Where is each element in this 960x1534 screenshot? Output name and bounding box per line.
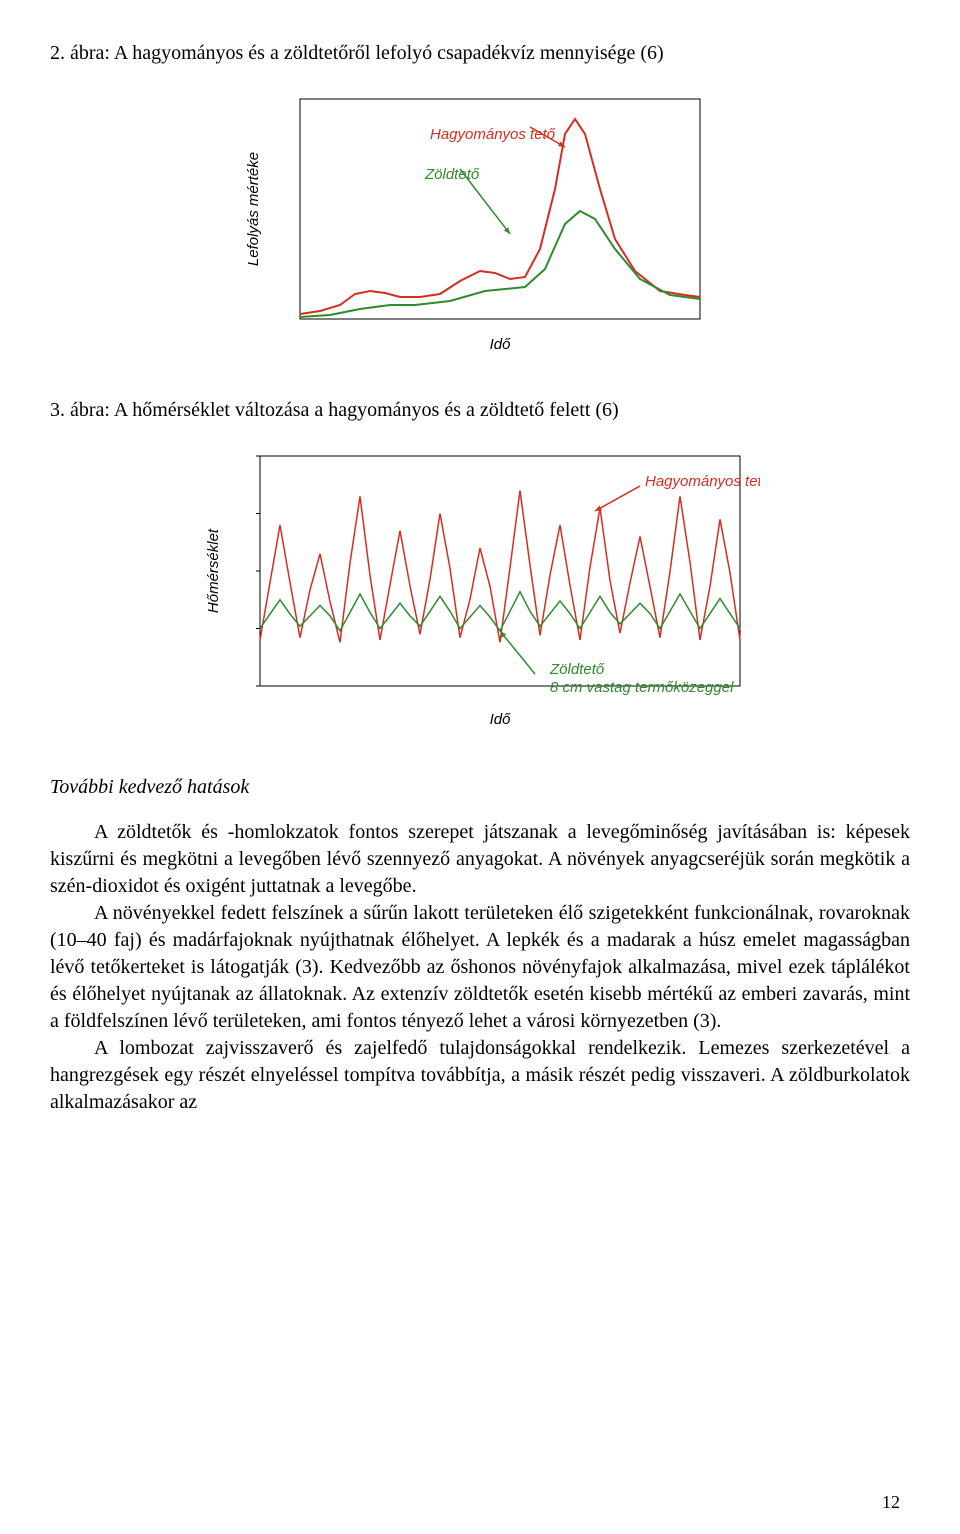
fig2-chart: Lefolyás mértéke Idő Hagyományos tető Zöldt…: [240, 79, 720, 359]
svg-text:Hagyományos tető: Hagyományos tető: [430, 126, 556, 143]
svg-text:Hőmérséklet: Hőmérséklet: [205, 528, 222, 613]
svg-text:Zöldtető: Zöldtető: [424, 166, 480, 183]
para3-text: A lombozat zajvisszaverő és zajelfedő tu…: [50, 1037, 910, 1113]
fig2-container: Lefolyás mértéke Idő Hagyományos tető Zöldt…: [50, 79, 910, 367]
fig2-caption: 2. ábra: A hagyományos és a zöldtetőről …: [50, 40, 910, 67]
para1-text: A zöldtetők és -homlokzatok fontos szere…: [50, 821, 910, 897]
body-paragraph: A zöldtetők és -homlokzatok fontos szere…: [50, 819, 910, 1116]
page-number: 12: [882, 1490, 900, 1514]
svg-text:Idő: Idő: [490, 336, 512, 353]
fig3-chart: Hőmérséklet Idő Hagyományos tető Zöldtető8 …: [200, 436, 760, 736]
svg-text:Hagyományos tető: Hagyományos tető: [645, 473, 760, 490]
section-title: További kedvező hatások: [50, 774, 910, 801]
svg-text:Idő: Idő: [490, 711, 512, 728]
svg-text:8 cm vastag termőközeggel: 8 cm vastag termőközeggel: [550, 679, 734, 696]
fig3-container: Hőmérséklet Idő Hagyományos tető Zöldtető8 …: [50, 436, 910, 744]
para2-text: A növényekkel fedett felszínek a sűrűn l…: [50, 902, 910, 1032]
svg-text:Lefolyás mértéke: Lefolyás mértéke: [245, 152, 262, 266]
fig3-caption: 3. ábra: A hőmérséklet változása a hagyo…: [50, 397, 910, 424]
svg-text:Zöldtető: Zöldtető: [549, 661, 605, 678]
